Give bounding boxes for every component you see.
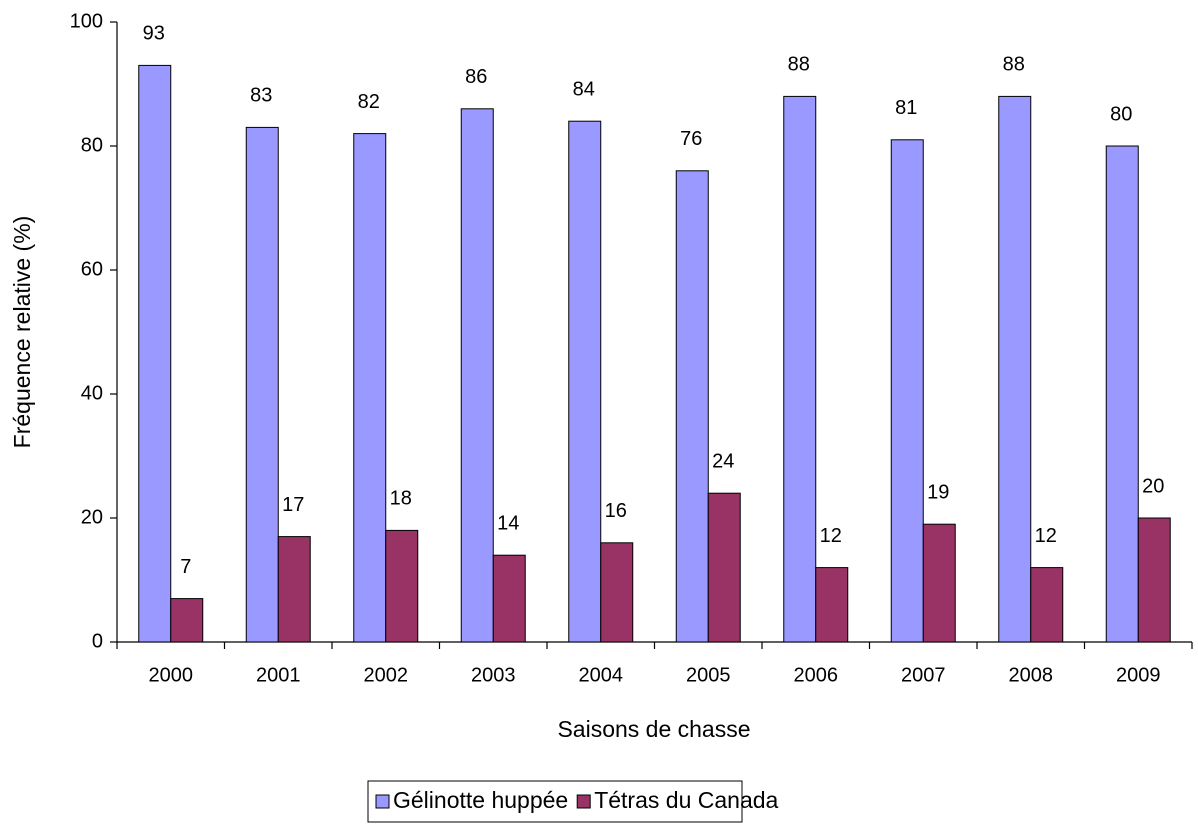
data-label: 83 bbox=[250, 85, 272, 107]
data-label: 88 bbox=[788, 54, 810, 76]
x-tick-label: 2009 bbox=[1116, 664, 1161, 686]
data-label: 20 bbox=[1142, 475, 1164, 497]
bar bbox=[600, 542, 634, 643]
bar bbox=[460, 108, 494, 643]
x-tick-label: 2000 bbox=[149, 664, 194, 686]
x-tick-label: 2002 bbox=[364, 664, 409, 686]
y-axis-label: Fréquence relative (%) bbox=[9, 216, 35, 449]
legend-box bbox=[367, 780, 743, 823]
x-tick-label: 2004 bbox=[579, 664, 624, 686]
data-label: 12 bbox=[820, 525, 842, 547]
data-label: 82 bbox=[358, 91, 380, 113]
bar bbox=[353, 133, 387, 643]
bar bbox=[568, 120, 602, 643]
bar bbox=[138, 64, 172, 643]
y-tick-label: 60 bbox=[81, 258, 103, 280]
y-tick-label: 100 bbox=[70, 10, 103, 32]
bar bbox=[783, 95, 817, 643]
data-label: 12 bbox=[1035, 525, 1057, 547]
bar bbox=[707, 492, 741, 643]
data-label: 18 bbox=[390, 488, 412, 510]
x-tick-label: 2001 bbox=[256, 664, 301, 686]
y-tick-label: 20 bbox=[81, 506, 103, 528]
bar bbox=[245, 126, 279, 643]
bar bbox=[1105, 145, 1139, 643]
bar bbox=[815, 567, 849, 643]
y-tick-label: 80 bbox=[81, 134, 103, 156]
data-label: 86 bbox=[465, 66, 487, 88]
x-tick-label: 2007 bbox=[901, 664, 946, 686]
x-tick-label: 2003 bbox=[471, 664, 516, 686]
data-label: 84 bbox=[573, 78, 595, 100]
y-tick-label: 0 bbox=[92, 630, 103, 652]
bar bbox=[170, 598, 204, 643]
data-label: 93 bbox=[143, 23, 165, 45]
data-label: 19 bbox=[927, 481, 949, 503]
legend-label: Gélinotte huppée bbox=[393, 787, 568, 813]
bar bbox=[492, 554, 526, 643]
data-label: 81 bbox=[895, 97, 917, 119]
data-label: 80 bbox=[1110, 103, 1132, 125]
x-tick-label: 2005 bbox=[686, 664, 731, 686]
legend-swatch bbox=[375, 794, 390, 809]
data-label: 24 bbox=[712, 450, 734, 472]
bar bbox=[1030, 567, 1064, 643]
legend-label: Tétras du Canada bbox=[594, 787, 778, 813]
data-label: 14 bbox=[497, 512, 519, 534]
data-label: 16 bbox=[605, 500, 627, 522]
data-label: 76 bbox=[680, 128, 702, 150]
data-label: 17 bbox=[282, 494, 304, 516]
bar bbox=[675, 170, 709, 643]
bar bbox=[998, 95, 1032, 643]
x-tick-label: 2008 bbox=[1009, 664, 1054, 686]
bar bbox=[922, 523, 956, 643]
bar bbox=[890, 139, 924, 643]
bar bbox=[385, 529, 419, 643]
x-tick-label: 2006 bbox=[794, 664, 839, 686]
x-axis-label: Saisons de chasse bbox=[557, 716, 750, 742]
y-tick-label: 40 bbox=[81, 382, 103, 404]
data-label: 7 bbox=[180, 556, 191, 578]
data-label: 88 bbox=[1003, 54, 1025, 76]
bar bbox=[277, 536, 311, 643]
legend-swatch bbox=[576, 794, 591, 809]
bar bbox=[1137, 517, 1171, 643]
